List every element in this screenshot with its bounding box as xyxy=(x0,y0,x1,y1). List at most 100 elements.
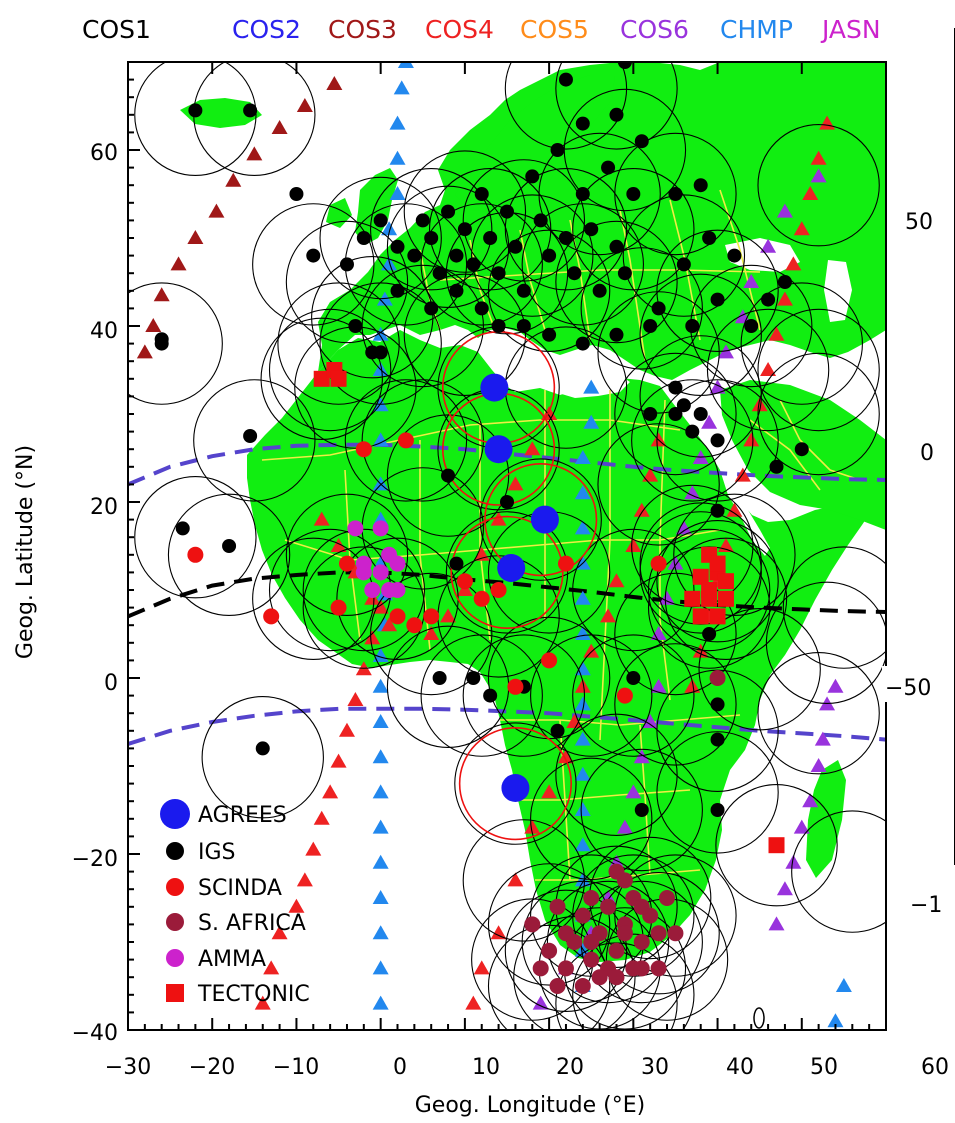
safrica-station xyxy=(600,898,617,915)
receiver-coverage-circle xyxy=(572,528,695,652)
igs-station xyxy=(424,301,439,316)
occultation-triangle xyxy=(810,758,827,772)
igs-station xyxy=(289,187,304,201)
receiver-coverage-circle xyxy=(479,458,602,581)
scinda-station xyxy=(616,687,633,704)
igs-station xyxy=(415,213,430,228)
x-axis-title: Geog. Longitude (°E) xyxy=(415,1093,645,1118)
land-mass xyxy=(455,75,615,212)
receiver-coverage-circle xyxy=(656,731,779,854)
x-tick-label: 40 xyxy=(726,1055,754,1080)
receiver-coverage-circle xyxy=(597,423,720,546)
occultation-triangle xyxy=(389,186,406,200)
occultation-triangle xyxy=(330,753,347,768)
receiver-coverage-circle xyxy=(530,757,653,880)
safrica-station xyxy=(659,890,676,906)
receiver-coverage-circle xyxy=(167,493,291,616)
occultation-triangle xyxy=(490,511,507,526)
occultation-triangle xyxy=(347,692,364,706)
igs-station xyxy=(339,257,354,272)
x-tick-label: 30 xyxy=(641,1055,669,1080)
occultation-triangle xyxy=(524,819,541,834)
legend-label: S. AFRICA xyxy=(198,911,306,936)
occultation-triangle xyxy=(650,678,667,693)
occultation-triangle xyxy=(372,890,389,904)
occultation-triangle xyxy=(440,608,457,623)
tectonic-station xyxy=(692,608,709,625)
mission-label: COS1 xyxy=(82,15,151,44)
occultation-triangle xyxy=(802,186,819,200)
occultation-triangle xyxy=(768,916,785,931)
igs-station xyxy=(617,266,632,281)
tectonic-station xyxy=(717,590,734,607)
safrica-station xyxy=(633,960,650,977)
agrees-station xyxy=(484,435,513,464)
safrica-station xyxy=(709,670,726,686)
occultation-triangle xyxy=(372,749,389,764)
agrees-coverage-circles xyxy=(441,331,598,841)
igs-station xyxy=(710,433,725,448)
igs-station xyxy=(348,319,363,333)
amma-station xyxy=(389,582,406,598)
safrica-station xyxy=(549,898,566,915)
receiver-coverage-circle xyxy=(260,317,383,440)
igs-station xyxy=(243,429,258,443)
amma-station xyxy=(347,520,364,537)
receiver-coverage-circle xyxy=(462,634,586,757)
receiver-coverage-circle xyxy=(462,159,586,282)
receiver-coverage-circle xyxy=(580,247,703,370)
igs-station xyxy=(710,697,725,712)
receiver-coverage-circle xyxy=(656,379,779,502)
occultation-triangle xyxy=(667,555,684,570)
scinda-station xyxy=(330,599,347,616)
amma-station xyxy=(355,555,372,572)
receiver-coverage-circle xyxy=(370,168,493,291)
occultation-triangle xyxy=(642,714,659,728)
occultation-triangle xyxy=(793,221,810,236)
occultation-triangle xyxy=(393,80,410,95)
occultation-triangle xyxy=(574,696,591,711)
igs-station xyxy=(609,239,624,254)
receiver-coverage-circle xyxy=(614,643,737,766)
land-mass xyxy=(318,62,886,380)
occultation-triangle xyxy=(296,872,313,887)
igs-station xyxy=(432,671,447,685)
igs-station xyxy=(710,732,725,747)
safrica-marker-icon xyxy=(166,913,184,931)
igs-station xyxy=(222,539,237,553)
igs-station xyxy=(500,204,514,219)
scinda-station xyxy=(423,608,440,625)
igs-station xyxy=(243,103,258,118)
occultation-triangle xyxy=(675,520,692,535)
tectonic-station xyxy=(313,370,330,387)
tectonic-station xyxy=(701,582,718,598)
occultation-triangle xyxy=(372,599,389,614)
legend-item: SCINDA xyxy=(166,876,282,901)
occultation-triangle xyxy=(625,538,642,552)
occultation-triangle xyxy=(574,731,591,746)
igs-station xyxy=(794,442,809,457)
receiver-coverage-circle xyxy=(471,194,594,317)
igs-station xyxy=(373,345,388,360)
scinda-station xyxy=(406,617,423,634)
occultation-triangle xyxy=(583,379,600,394)
station-legend: AGREES IGS SCINDA S. AFRICA AMMA TECTONI… xyxy=(160,799,310,1007)
small-oval-marker xyxy=(753,1007,765,1029)
igs-station xyxy=(407,248,422,263)
receiver-coverage-circle xyxy=(403,273,527,396)
occultation-triangle xyxy=(810,168,827,183)
occultation-triangle xyxy=(423,626,440,640)
igs-station xyxy=(710,292,725,307)
legend-item: S. AFRICA xyxy=(166,911,306,936)
safrica-station xyxy=(616,925,633,942)
x-tick-label: 20 xyxy=(556,1055,584,1080)
occultation-triangle xyxy=(271,925,288,940)
igs-station xyxy=(491,319,506,333)
safrica-station xyxy=(650,925,667,942)
occultation-triangle xyxy=(524,441,541,456)
scinda-station xyxy=(389,608,406,625)
igs-station xyxy=(516,319,531,333)
y-tick-label: 20 xyxy=(90,495,118,520)
occultation-triangle xyxy=(397,62,414,68)
scinda-station xyxy=(557,555,574,572)
